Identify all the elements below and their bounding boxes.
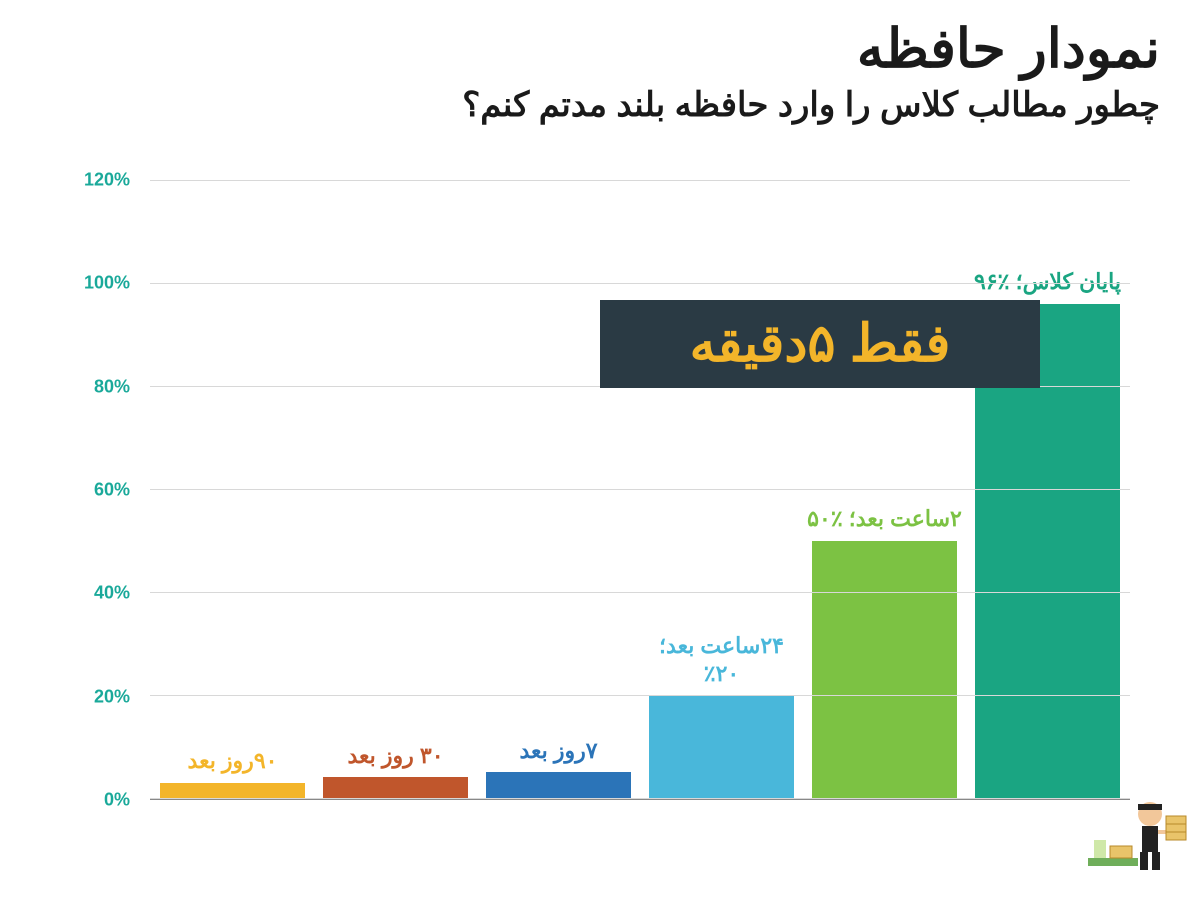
grid-line — [150, 695, 1130, 696]
bar — [486, 772, 631, 798]
y-tick-label: 40% — [70, 583, 130, 604]
y-tick-label: 0% — [70, 790, 130, 811]
plot-area: پایان کلاس؛ ٪۹۶ ۲ساعت بعد؛ ٪۵۰ ۲۴ساعت بعد؛… — [150, 180, 1130, 800]
bar-label: ۳۰ روز بعد — [313, 742, 478, 770]
callout-box: فقط ۵دقیقه — [600, 300, 1040, 388]
grid-line — [150, 180, 1130, 181]
grid-line — [150, 283, 1130, 284]
page-subtitle: چطور مطالب کلاس را وارد حافظه بلند مدتم … — [462, 85, 1160, 125]
bar-label: ۲ساعت بعد؛ ٪۵۰ — [802, 505, 967, 533]
mascot-icon — [1080, 780, 1190, 890]
y-tick-label: 120% — [70, 170, 130, 191]
y-axis: 0%20%40%60%80%100%120% — [70, 180, 140, 800]
grid-line — [150, 798, 1130, 799]
y-tick-label: 20% — [70, 686, 130, 707]
page-title: نمودار حافظه — [462, 20, 1160, 79]
y-tick-label: 60% — [70, 480, 130, 501]
title-block: نمودار حافظه چطور مطالب کلاس را وارد حاف… — [462, 20, 1160, 125]
y-tick-label: 100% — [70, 273, 130, 294]
bar-label: ۲۴ساعت بعد؛ ٪۲۰ — [639, 632, 804, 687]
bar — [649, 695, 794, 798]
memory-bar-chart: 0%20%40%60%80%100%120% پایان کلاس؛ ٪۹۶۲س… — [70, 180, 1130, 800]
bar — [160, 783, 305, 798]
callout-text: فقط ۵دقیقه — [690, 315, 951, 373]
bar-label: ۷روز بعد — [476, 737, 641, 765]
bar-label: پایان کلاس؛ ٪۹۶ — [965, 268, 1130, 296]
bar — [812, 541, 957, 799]
grid-line — [150, 592, 1130, 593]
grid-line — [150, 489, 1130, 490]
bar — [323, 777, 468, 798]
y-tick-label: 80% — [70, 376, 130, 397]
bar-label: ۹۰روز بعد — [150, 747, 315, 775]
